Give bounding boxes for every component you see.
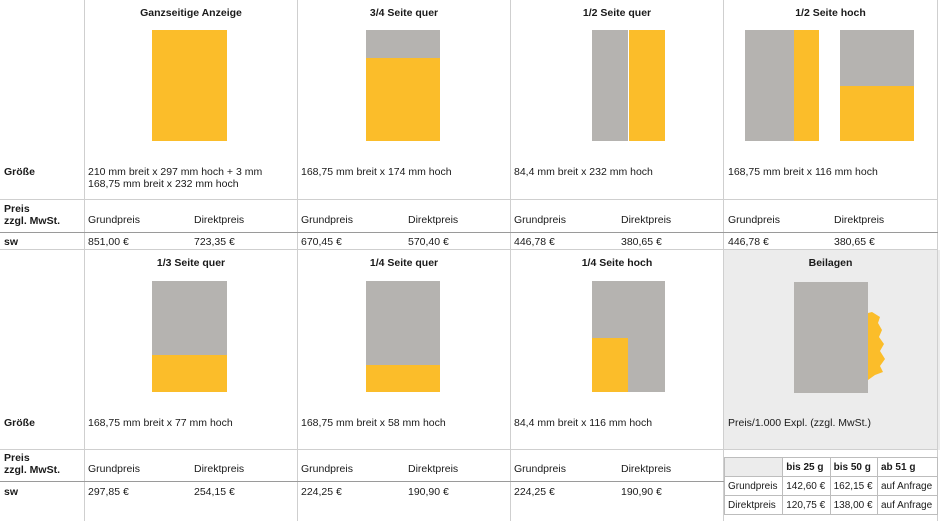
- size-ganzseitig-extra: 168,75 mm breit x 232 mm hoch: [88, 178, 239, 190]
- price-value: 224,25 €: [514, 486, 555, 498]
- table-cell: 120,75 €: [782, 495, 831, 515]
- ad-shape-page-base: [592, 30, 628, 141]
- price-value: 446,78 €: [728, 236, 769, 248]
- price-value: 670,45 €: [301, 236, 342, 248]
- price-head-grundpreis: Grundpreis: [514, 463, 566, 475]
- size-1-4-quer: 168,75 mm breit x 58 mm hoch: [301, 417, 446, 429]
- column-header-beilagen: Beilagen: [808, 257, 853, 269]
- price-value: 297,85 €: [88, 486, 129, 498]
- column-header-1-4-quer: 1/4 Seite quer: [369, 257, 439, 269]
- ad-shape-page-base: [840, 30, 914, 86]
- ad-shape-1-4-hoch: [592, 338, 628, 392]
- column-header-3-4-quer: 3/4 Seite quer: [369, 7, 439, 19]
- price-value: 190,90 €: [408, 486, 449, 498]
- price-head-grundpreis: Grundpreis: [88, 214, 140, 226]
- column-header-1-2-quer: 1/2 Seite quer: [582, 7, 652, 19]
- table-cell: 162,15 €: [829, 476, 878, 496]
- price-value: 380,65 €: [834, 236, 875, 248]
- table-row-label: Grundpreis: [723, 476, 784, 496]
- row-label-price-tax: zzgl. MwSt.: [4, 464, 60, 476]
- table-header: bis 50 g: [829, 457, 878, 477]
- price-value: 723,35 €: [194, 236, 235, 248]
- size-1-3-quer: 168,75 mm breit x 77 mm hoch: [88, 417, 233, 429]
- beilagen-price-note: Preis/1.000 Expl. (zzgl. MwSt.): [728, 417, 871, 429]
- price-head-direktpreis: Direktpreis: [408, 214, 459, 226]
- price-head-direktpreis: Direktpreis: [194, 463, 245, 475]
- price-value: 254,15 €: [194, 486, 235, 498]
- size-1-2-quer: 84,4 mm breit x 232 mm hoch: [514, 166, 653, 178]
- price-head-direktpreis: Direktpreis: [621, 463, 672, 475]
- row-label-price: Preis: [4, 452, 30, 464]
- price-head-grundpreis: Grundpreis: [514, 214, 566, 226]
- insert-flyer-illustration: [794, 282, 885, 393]
- table-cell: auf Anfrage: [876, 495, 939, 515]
- price-head-direktpreis: Direktpreis: [194, 214, 245, 226]
- row-label-price-tax: zzgl. MwSt.: [4, 215, 60, 227]
- size-ganzseitig: 210 mm breit x 297 mm hoch + 3 mm: [88, 166, 263, 178]
- ad-shape-page-base: [745, 30, 794, 141]
- price-head-direktpreis: Direktpreis: [834, 214, 885, 226]
- ad-shape-1-2-quer: [629, 30, 665, 141]
- price-value: 851,00 €: [88, 236, 129, 248]
- price-head-grundpreis: Grundpreis: [301, 214, 353, 226]
- ad-shape-1-2-hoch: [794, 30, 819, 141]
- price-value: 570,40 €: [408, 236, 449, 248]
- column-header-1-3-quer: 1/3 Seite quer: [156, 257, 226, 269]
- table-row: Direktpreis 120,75 € 138,00 € auf Anfrag…: [723, 495, 939, 515]
- price-head-direktpreis: Direktpreis: [621, 214, 672, 226]
- price-value: 446,78 €: [514, 236, 555, 248]
- row-label-sw: sw: [4, 236, 19, 248]
- ad-shape-1-3-quer: [152, 355, 227, 392]
- column-header-ganzseitig: Ganzseitige Anzeige: [140, 7, 242, 19]
- price-head-grundpreis: Grundpreis: [301, 463, 353, 475]
- table-row-label: Direktpreis: [723, 495, 784, 515]
- column-header-1-4-hoch: 1/4 Seite hoch: [581, 257, 653, 269]
- ad-shape-full-page: [152, 30, 227, 141]
- table-header: bis 25 g: [782, 457, 831, 477]
- price-head-direktpreis: Direktpreis: [408, 463, 459, 475]
- row-label-size: Größe: [4, 166, 35, 178]
- table-cell: auf Anfrage: [876, 476, 939, 496]
- size-1-2-hoch: 168,75 mm breit x 116 mm hoch: [728, 166, 878, 178]
- ad-shape-1-2-hoch-alt: [840, 86, 914, 141]
- table-cell: 142,60 €: [782, 476, 831, 496]
- size-1-4-hoch: 84,4 mm breit x 116 mm hoch: [514, 417, 653, 429]
- ad-shape-1-4-quer: [366, 365, 440, 392]
- insert-page-shape: [794, 282, 868, 393]
- table-row: bis 25 g bis 50 g ab 51 g: [723, 457, 939, 477]
- ad-shape-3-4-quer: [366, 58, 440, 141]
- insert-flyer-shape: [864, 312, 885, 380]
- price-head-grundpreis: Grundpreis: [88, 463, 140, 475]
- row-label-price: Preis: [4, 203, 30, 215]
- table-cell: 138,00 €: [829, 495, 878, 515]
- size-3-4-quer: 168,75 mm breit x 174 mm hoch: [301, 166, 452, 178]
- column-header-1-2-hoch: 1/2 Seite hoch: [795, 7, 866, 19]
- price-value: 190,90 €: [621, 486, 662, 498]
- price-value: 380,65 €: [621, 236, 662, 248]
- price-head-grundpreis: Grundpreis: [728, 214, 780, 226]
- table-header: ab 51 g: [876, 457, 939, 477]
- beilagen-price-table: bis 25 g bis 50 g ab 51 g Grundpreis 142…: [723, 457, 939, 515]
- table-cell-empty: [723, 457, 784, 477]
- table-row: Grundpreis 142,60 € 162,15 € auf Anfrage: [723, 476, 939, 496]
- row-label-sw: sw: [4, 486, 19, 498]
- row-label-size: Größe: [4, 417, 35, 429]
- price-value: 224,25 €: [301, 486, 342, 498]
